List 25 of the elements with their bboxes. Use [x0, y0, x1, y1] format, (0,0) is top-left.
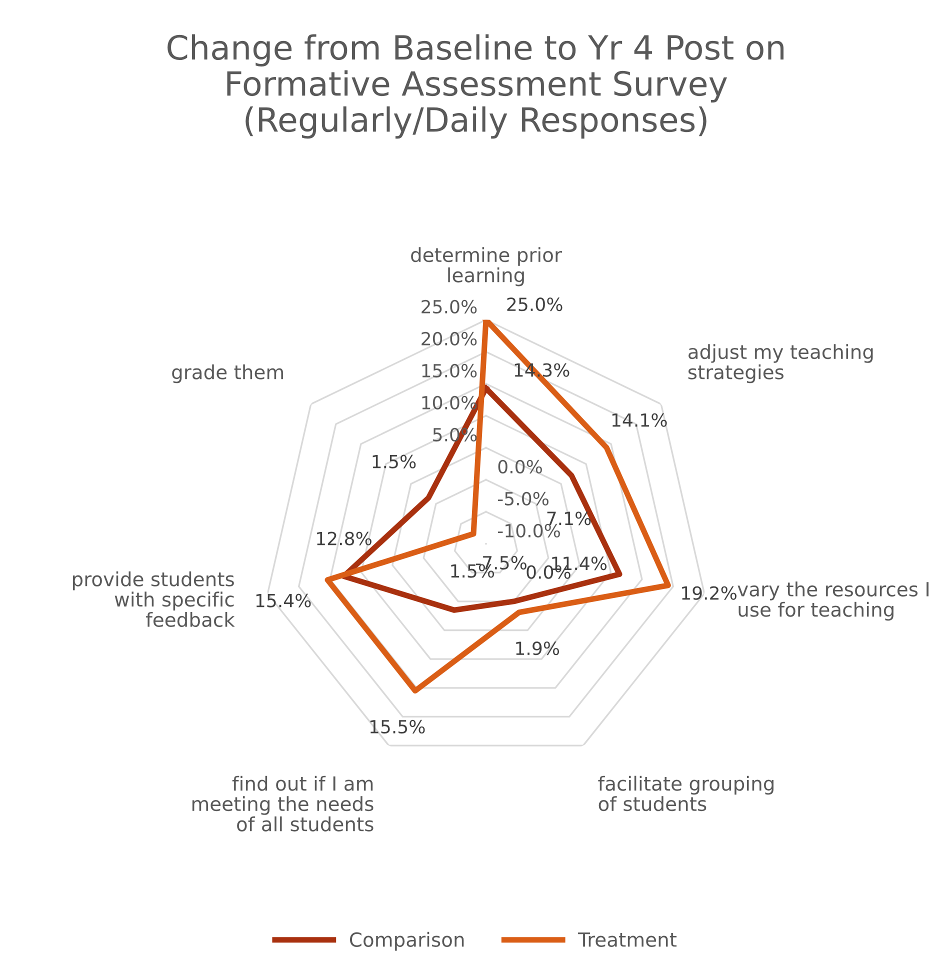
- legend-label: Treatment: [578, 932, 677, 947]
- spoke-label: determine prior learning: [411, 247, 562, 286]
- y-tick-label: -10.0%: [498, 524, 560, 538]
- chart-title: Change from Baseline to Yr 4 Post on Formative Assessment Survey (Regularly/Daily Responses): [168, 34, 784, 139]
- legend-label: Comparison: [350, 932, 464, 951]
- y-tick-label: 0.0%: [498, 460, 542, 474]
- data-label: 14.1%: [612, 413, 667, 427]
- data-label: 19.2%: [682, 586, 736, 600]
- spoke-label: provide students with specific feedback: [73, 571, 235, 628]
- data-label: 1.9%: [516, 641, 560, 656]
- data-label: 1.5%: [372, 454, 416, 468]
- y-tick-label: 25.0%: [422, 300, 477, 314]
- spoke-label: facilitate grouping of students: [598, 776, 774, 812]
- data-label: 7.1%: [547, 512, 591, 526]
- data-label: 15.5%: [370, 720, 425, 734]
- spoke-label: vary the resources I use for teaching: [738, 582, 929, 621]
- data-label: 12.8%: [317, 532, 372, 546]
- data-label: 25.0%: [507, 298, 562, 312]
- spoke-label: grade them: [172, 364, 283, 384]
- data-label: 15.4%: [256, 594, 311, 608]
- spoke-label: adjust my teaching strategies: [688, 344, 873, 384]
- spoke-label: find out if I am meeting the needs of all students: [192, 776, 374, 832]
- y-tick-label: 15.0%: [422, 364, 477, 378]
- y-tick-label: 20.0%: [422, 332, 477, 346]
- y-tick-label: -5.0%: [498, 492, 548, 506]
